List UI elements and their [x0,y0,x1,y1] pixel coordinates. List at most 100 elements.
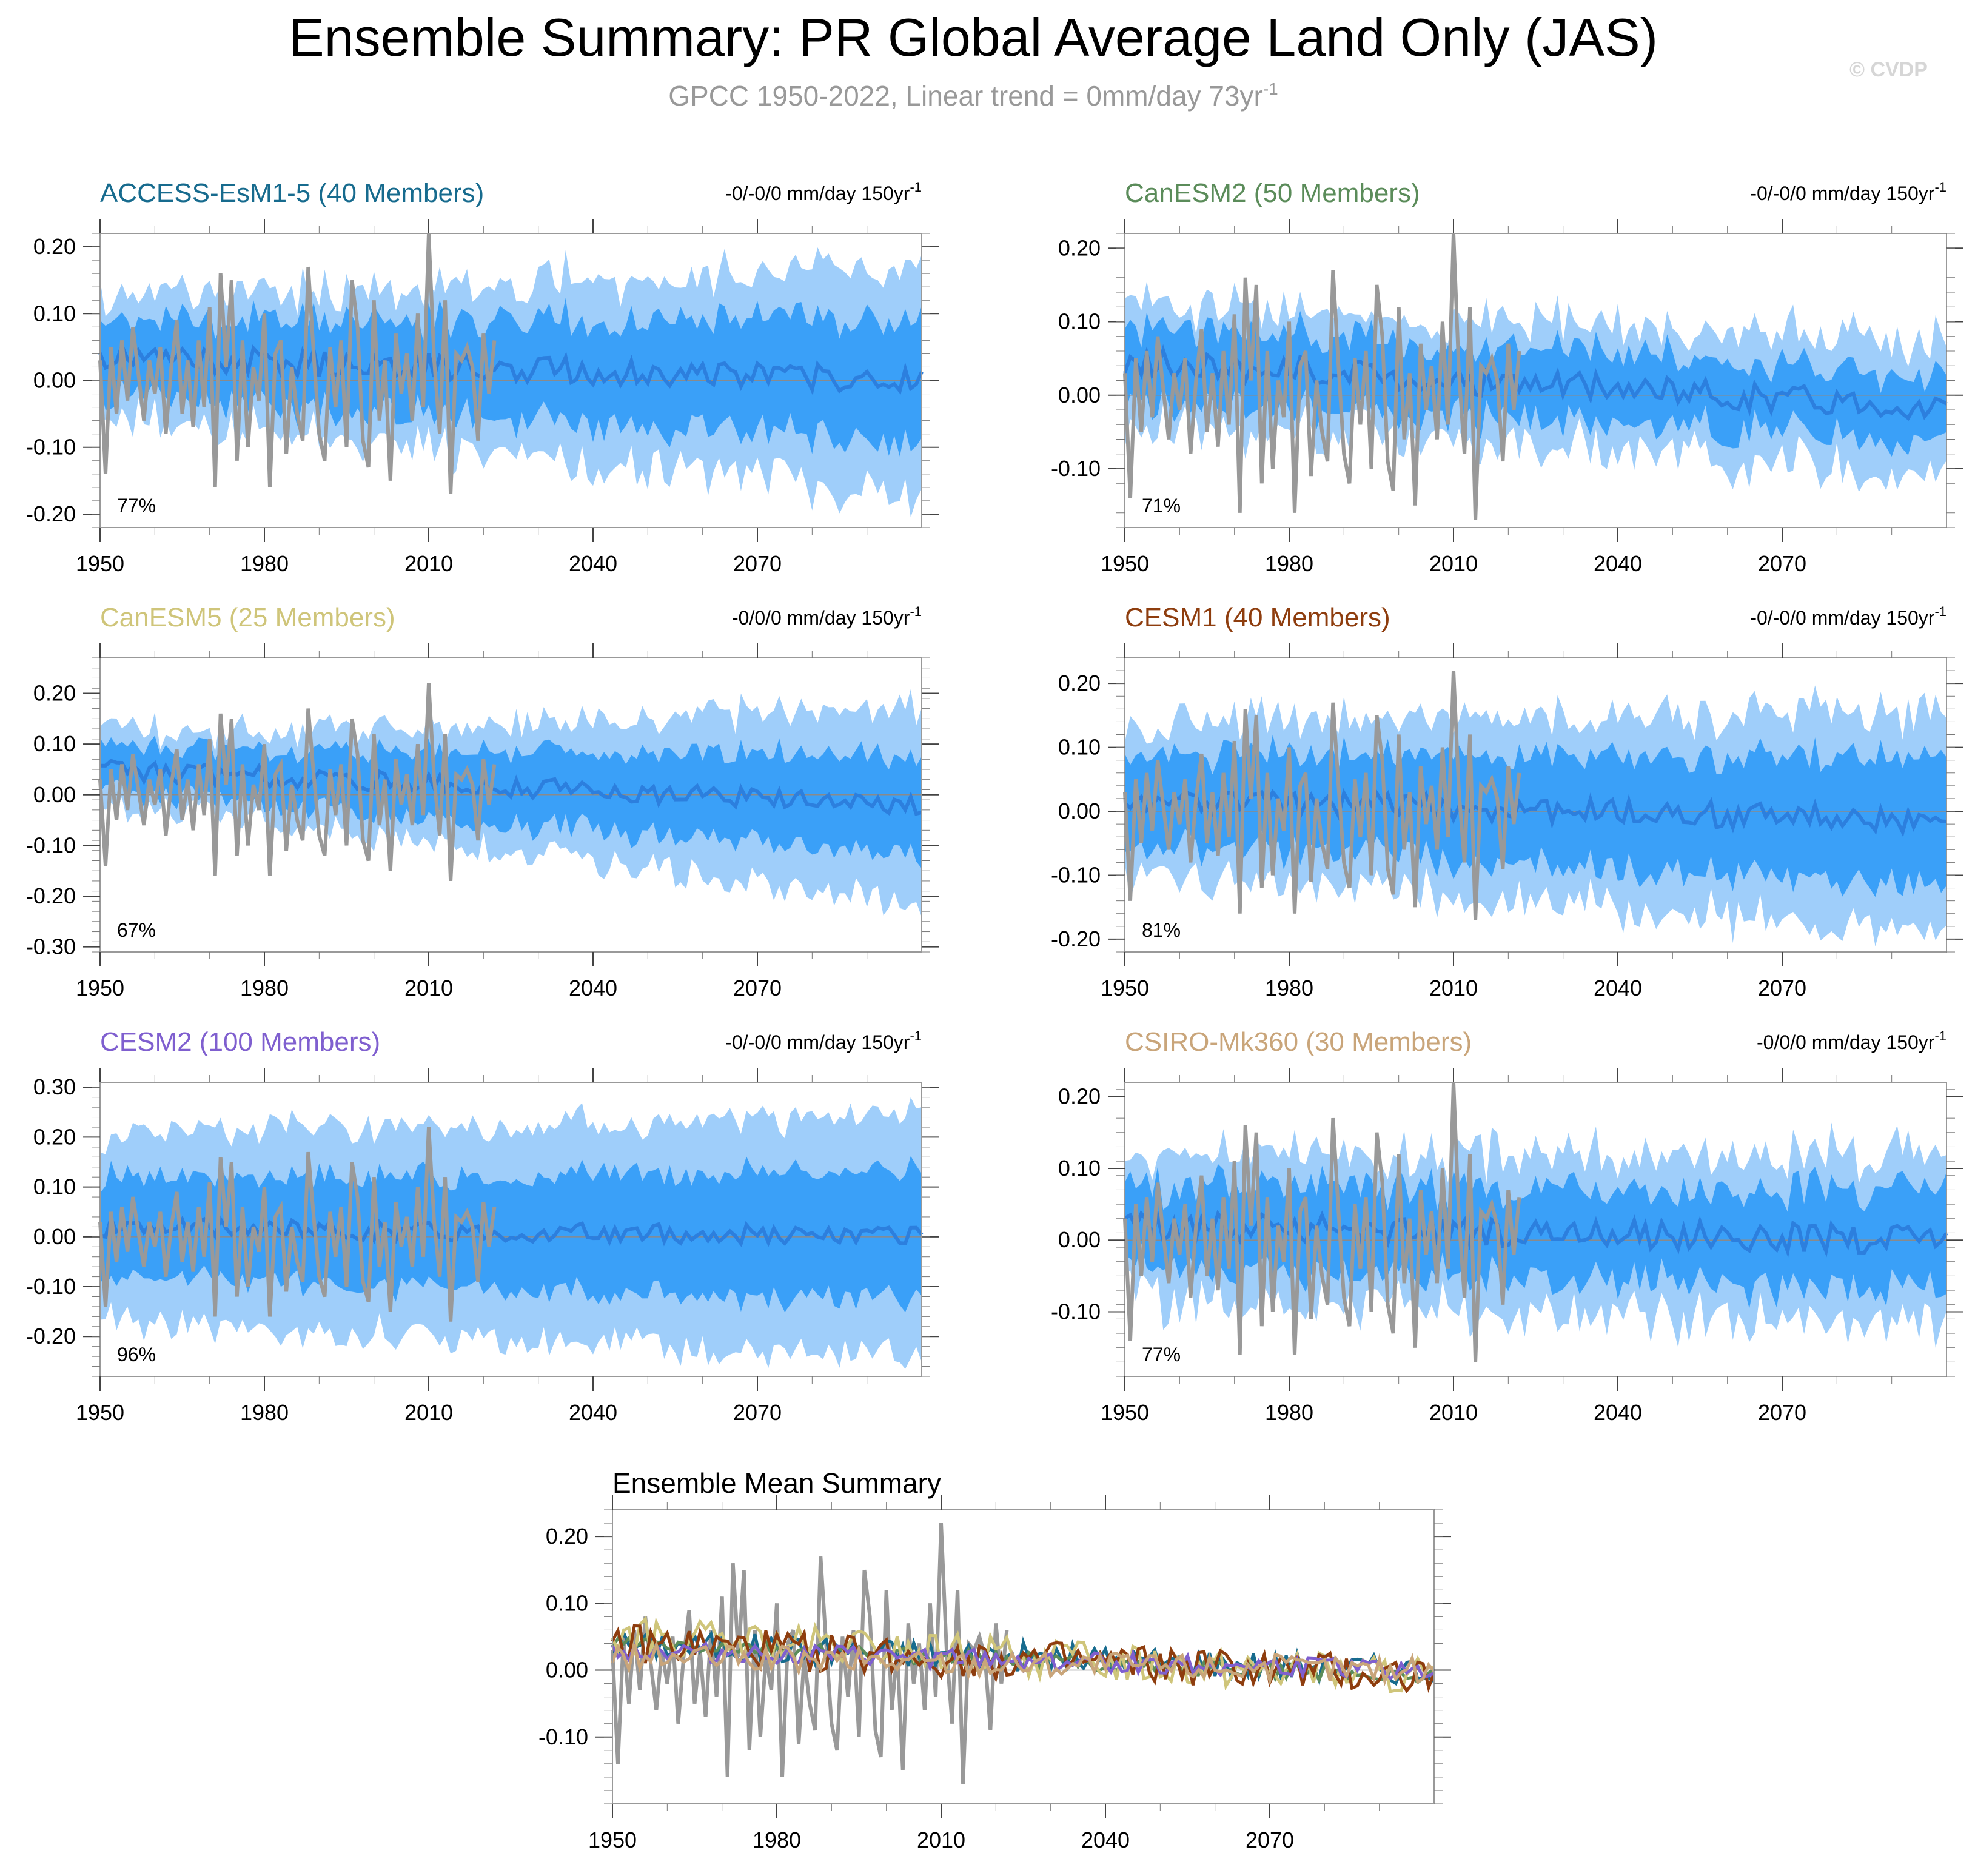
x-tick-label: 1980 [1265,1400,1313,1425]
y-tick-label: 0.20 [33,1124,76,1149]
x-tick-label: 2040 [1594,976,1642,1000]
chart-panel-2: 71% -0/-0/0 mm/day 150yr-1 CanESM2 (50 Mem… [1051,178,1963,576]
y-tick-label: -0.20 [26,1324,76,1348]
y-tick-label: -0.10 [26,435,76,460]
x-tick-label: 2010 [917,1827,965,1852]
y-tick-label: 0.10 [33,731,76,756]
chart-panel-6: 77% -0/0/0 mm/day 150yr-1 CSIRO-Mk360 (30 … [1051,1027,1963,1425]
y-tick-label: 0.00 [33,1224,76,1249]
trend-label: -0/-0/0 mm/day 150yr-1 [1750,179,1946,204]
model-mean-line-6 [611,1639,1435,1687]
y-tick-label: 0.20 [33,681,76,706]
y-tick-label: 0.30 [33,1074,76,1099]
x-tick-label: 2070 [1758,551,1806,576]
chart-panel-5: 96% -0/-0/0 mm/day 150yr-1 CESM2 (100 Memb… [26,1027,939,1425]
y-tick-label: 0.10 [33,1174,76,1199]
y-tick-label: 0.10 [33,301,76,326]
x-tick-label: 2070 [733,551,782,576]
y-tick-label: 0.00 [33,782,76,807]
plot-frame [1124,657,1947,953]
x-tick-label: 1950 [1101,976,1149,1000]
model-mean-line-3 [611,1615,1435,1693]
x-tick-label: 1980 [1265,976,1313,1000]
chart-title: CSIRO-Mk360 (30 Members) [1125,1027,1472,1057]
percent-label: 77% [117,495,156,517]
x-tick-label: 2010 [1429,976,1478,1000]
x-tick-label: 2010 [1429,551,1478,576]
watermark: © CVDP [1849,58,1928,81]
percent-label: 71% [1142,495,1181,517]
model-mean-line-2 [611,1635,1435,1684]
y-tick-label: -0.10 [26,1274,76,1299]
page-title: Ensemble Summary: PR Global Average Land… [289,7,1658,67]
chart-panel-7: Ensemble Mean Summary -0.10 0.00 0.10 0.20 19… [538,1467,1451,1852]
x-tick-label: 2010 [1429,1400,1478,1425]
x-tick-label: 2010 [404,551,453,576]
x-tick-label: 1980 [1265,551,1313,576]
x-tick-label: 2070 [733,1400,782,1425]
y-tick-label: 0.00 [33,368,76,393]
ensemble-mean-line [1123,344,1948,421]
chart-title: CESM1 (40 Members) [1125,603,1390,632]
observation-line [98,1127,497,1322]
ensemble-mean-line [1123,788,1947,837]
x-tick-label: 2010 [404,976,453,1000]
chart-title: ACCESS-EsM1-5 (40 Members) [100,178,484,208]
y-tick-label: -0.20 [26,501,76,526]
ensemble-mean-line [1124,1209,1948,1258]
subtitle-main: GPCC 1950-2022, Linear trend = 0mm/day 7… [668,80,1263,112]
chart-title: CanESM2 (50 Members) [1125,178,1420,208]
y-tick-label: -0.10 [26,832,76,857]
chart-panel-3: 67% -0/0/0 mm/day 150yr-1 CanESM5 (25 Memb… [26,603,939,1000]
trend-label: -0/0/0 mm/day 150yr-1 [732,604,922,629]
trend-label: -0/-0/0 mm/day 150yr-1 [725,1028,922,1053]
percent-label: 81% [1142,919,1181,941]
x-tick-label: 2040 [569,976,617,1000]
y-tick-label: 0.20 [546,1524,588,1549]
y-tick-label: 0.20 [1058,671,1101,695]
x-tick-label: 2040 [1594,1400,1642,1425]
chart-panel-4: 81% -0/-0/0 mm/day 150yr-1 CESM1 (40 Membe… [1051,603,1963,1000]
ensemble-mean-line [99,1213,924,1248]
x-tick-label: 1980 [240,976,289,1000]
percent-label: 67% [117,919,156,941]
x-tick-label: 1950 [76,1400,124,1425]
chart-panel-1: 77% -0/-0/0 mm/day 150yr-1 ACCESS-EsM1-5 (… [26,178,939,576]
x-tick-label: 2010 [404,1400,453,1425]
y-tick-label: 0.10 [1058,735,1101,760]
y-tick-label: -0.20 [1051,926,1101,951]
x-tick-label: 2070 [1758,1400,1806,1425]
plot-frame [1124,1082,1947,1377]
x-tick-label: 1980 [240,1400,289,1425]
x-tick-label: 1950 [76,976,124,1000]
y-tick-label: 0.00 [1058,799,1101,823]
y-tick-label: 0.20 [1058,235,1101,260]
y-tick-label: 0.10 [1058,309,1101,334]
page-subtitle: GPCC 1950-2022, Linear trend = 0mm/day 7… [668,79,1278,112]
y-tick-label: 0.00 [546,1658,588,1683]
x-tick-label: 2040 [1594,551,1642,576]
x-tick-label: 1950 [1101,1400,1149,1425]
percent-label: 77% [1142,1344,1181,1365]
y-tick-label: -0.20 [26,883,76,908]
y-tick-label: -0.10 [1051,456,1101,481]
trend-label: -0/-0/0 mm/day 150yr-1 [1750,604,1946,629]
x-tick-label: 2070 [1758,976,1806,1000]
observation-line [1123,670,1521,920]
trend-label: -0/-0/0 mm/day 150yr-1 [725,179,922,204]
ensemble-mean-line [98,340,924,396]
y-tick-label: -0.10 [1051,1299,1101,1324]
subtitle-sup: -1 [1263,79,1278,98]
x-tick-label: 2040 [1081,1827,1130,1852]
observation-line [611,1523,1009,1784]
observation-line [98,683,497,882]
chart-title: CanESM5 (25 Members) [100,603,395,632]
y-tick-label: 0.20 [1058,1084,1101,1109]
x-tick-label: 1980 [753,1827,801,1852]
plot-frame [99,1082,922,1377]
y-tick-label: -0.10 [1051,862,1101,887]
x-tick-label: 2040 [569,551,617,576]
y-tick-label: 0.00 [1058,1227,1101,1252]
chart-title: CESM2 (100 Members) [100,1027,380,1057]
